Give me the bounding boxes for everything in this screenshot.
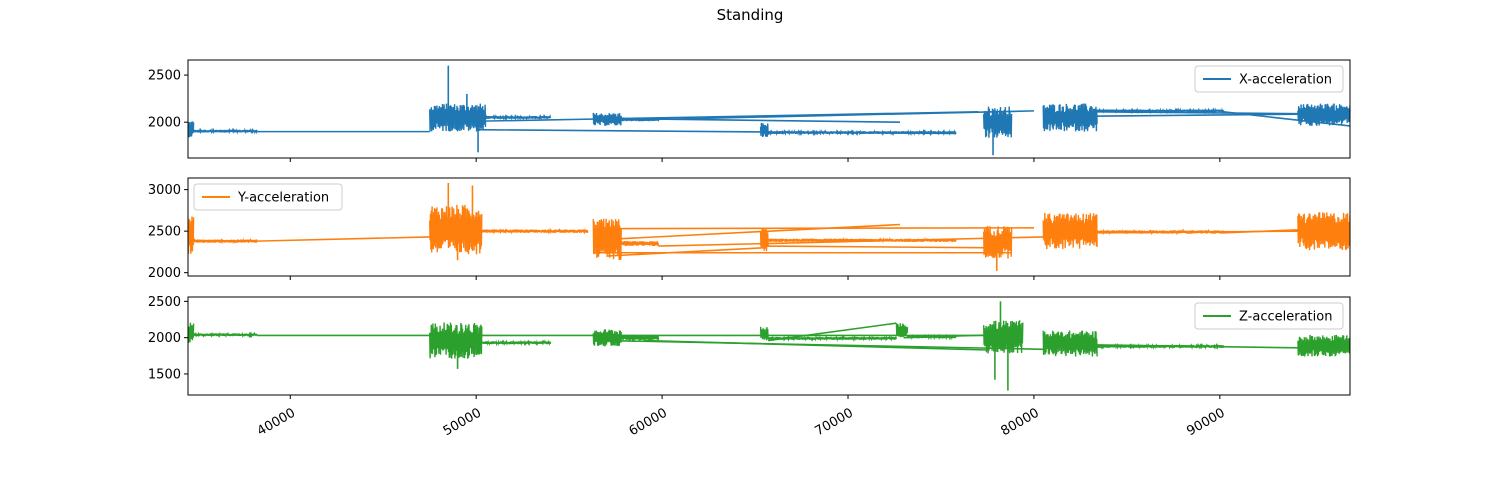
series-line [620,334,660,341]
series-line [1297,103,1350,126]
axes-panel-3: 1500 2000 2500 Z-acceleration [148,295,1351,399]
y-tick-label: 2000 [148,331,181,346]
series-line [759,227,769,252]
axes-frame [187,177,1351,277]
series-line [592,329,622,347]
x-tick-label: 40000 [255,406,298,440]
series-line [767,334,898,343]
axes-frame [187,296,1351,396]
series-line [592,218,622,261]
x-tick-label: 70000 [813,406,856,440]
y-tick-label: 2000 [148,266,181,281]
y-tick-label: 2500 [148,295,181,310]
legend-label: Z-acceleration [1239,310,1332,325]
legend: Z-acceleration [1194,302,1344,330]
series-line [1042,103,1098,132]
series-line [192,127,258,135]
series-line [1096,342,1225,350]
series-line [188,322,195,343]
y-tick-label: 2500 [148,225,181,240]
series-line [767,128,957,137]
series-line [481,339,552,347]
series-line [429,204,483,255]
series-line [983,225,1013,259]
legend-label: X-acceleration [1239,73,1332,88]
series-line [429,103,487,132]
series-line [188,216,195,254]
series-line [429,322,483,359]
series-line [759,122,769,138]
series-line [983,106,1013,138]
series-line [484,113,552,121]
x-tick-label: 50000 [441,406,484,440]
series-line [764,245,997,249]
series-line [1096,107,1225,115]
x-tick-label: 60000 [627,406,670,440]
series-line [192,331,258,339]
y-tick-label: 2000 [148,116,181,131]
series-line [481,227,589,235]
series-line [1297,212,1350,251]
series-line [592,112,622,126]
series-line [895,323,909,338]
series-line [1297,334,1350,357]
x-tick-label: 90000 [1184,406,1227,440]
series-line [192,237,258,245]
y-tick-label: 2500 [148,69,181,84]
x-tick-label: 80000 [998,406,1041,440]
series-x-acceleration [188,65,1350,156]
series-line [256,236,430,242]
series-line [188,121,195,138]
series-line [983,320,1024,354]
y-tick-label: 1500 [148,367,181,382]
series-line [606,246,765,257]
series-line [620,117,660,122]
series-line [658,110,1034,121]
axes-panel-2: 2000 2500 3000 Y-acceleration [148,177,1351,281]
series-line [759,326,769,341]
legend: Y-acceleration [193,183,343,211]
series-z-acceleration [188,301,1350,391]
legend-box [1194,302,1344,330]
y-tick-label: 3000 [148,183,181,198]
series-line [606,223,901,241]
axes-panel-1: 2000 2500 X-acceleration [148,59,1351,162]
legend: X-acceleration [1194,65,1344,93]
series-line [906,333,957,341]
series-line [1096,228,1225,236]
legend-label: Y-acceleration [237,191,329,206]
series-line [767,236,957,244]
series-line [1042,330,1098,357]
series-y-acceleration [188,182,1350,272]
figure-title: Standing [716,6,784,24]
series-line [1042,212,1098,250]
series-line [643,339,988,351]
legend-box [193,183,343,211]
series-line [620,241,660,247]
axes-frame [187,59,1351,159]
legend-box [1194,65,1344,93]
